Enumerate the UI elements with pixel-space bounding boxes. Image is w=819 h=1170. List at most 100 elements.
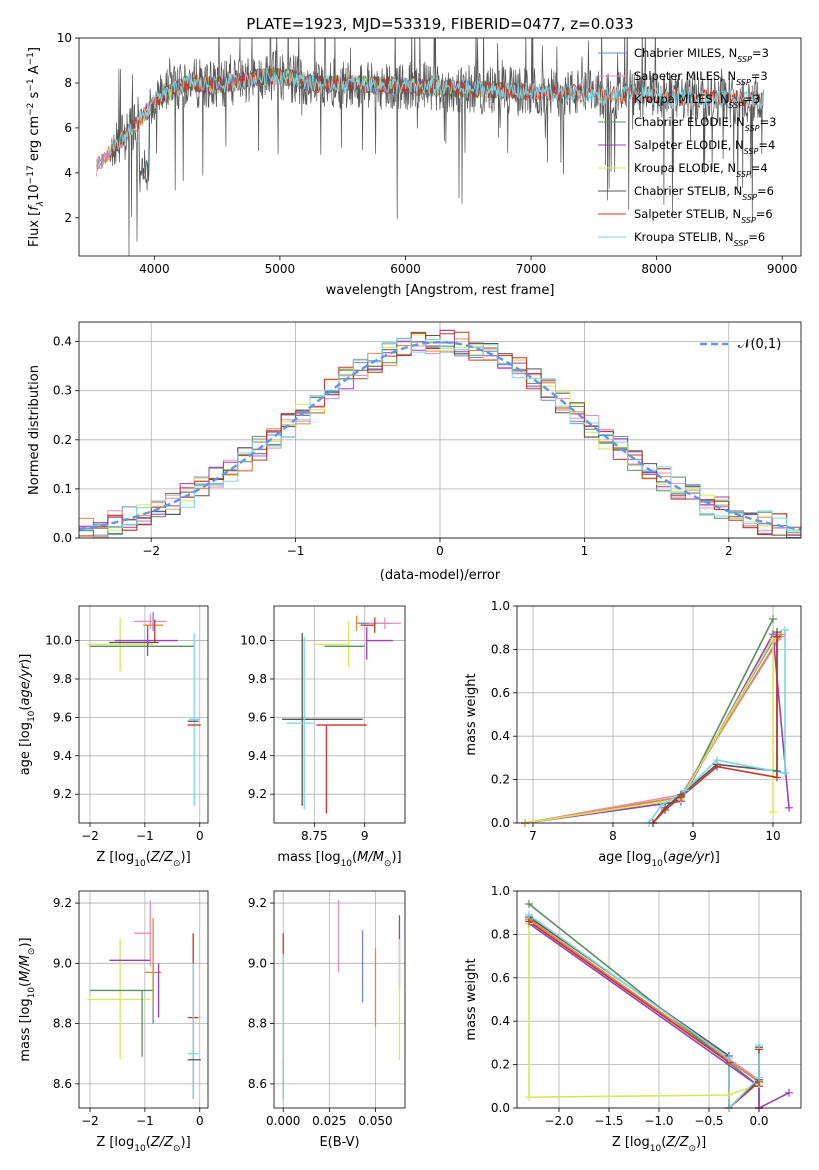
x-tick-label: 0 — [196, 829, 204, 843]
plus-marker — [781, 625, 789, 634]
x-tick-label: 0 — [196, 1114, 204, 1128]
chart-title: PLATE=1923, MJD=53319, FIBERID=0477, z=0… — [246, 15, 633, 33]
x-tick-label: 9 — [361, 829, 369, 843]
x-tick-label: 6000 — [390, 262, 421, 276]
x-tick-label: 9 — [689, 829, 697, 843]
x-tick-label: −0.5 — [694, 1114, 723, 1128]
y-tick-label: 9.2 — [53, 787, 72, 801]
axes-frame — [78, 321, 802, 539]
y-tick-label: 0.3 — [53, 384, 72, 398]
weight-line — [648, 629, 786, 823]
legend-label: Chabrier ELODIE, NSSP=3 — [634, 115, 776, 133]
y-tick-label: 9.4 — [248, 749, 267, 763]
histogram-step — [79, 338, 801, 531]
x-tick-label: 7 — [529, 829, 537, 843]
y-tick-label: 0.2 — [491, 1058, 510, 1072]
plus-marker — [681, 786, 689, 795]
y-tick-label: 9.2 — [248, 787, 267, 801]
x-tick-label: 0.0 — [749, 1114, 768, 1128]
plus-marker — [781, 769, 789, 778]
plus-marker — [725, 1054, 733, 1063]
y-tick-label: 1.0 — [491, 599, 510, 613]
axes-frame — [78, 890, 209, 1109]
plus-marker — [525, 900, 533, 909]
plus-marker — [773, 773, 781, 782]
plot-area-age_vs_mass — [282, 615, 401, 814]
y-tick-label: 0.4 — [53, 335, 72, 349]
y-tick-label: 9.8 — [53, 672, 72, 686]
plus-marker — [785, 1088, 793, 1097]
axes-age_vs_mass: 8.75 9 9.2 9.4 9.6 9.8 10.0 mass [log10(M/M⊙)] — [240, 605, 406, 869]
axes-frame — [273, 605, 406, 824]
y-axis-label: mass weight — [464, 958, 479, 1040]
y-axis-label: mass weight — [464, 673, 479, 755]
legend-label: Chabrier STELIB, NSSP=6 — [634, 184, 774, 202]
y-tick-label: 0.8 — [491, 927, 510, 941]
legend-label: Kroupa MILES, NSSP=3 — [634, 92, 760, 110]
y-axis-label: Flux [fλ10−17 erg cm−2 s−1 A−1] — [26, 47, 46, 247]
weight-line — [524, 635, 774, 823]
axes-frame — [78, 605, 209, 824]
y-axis-label: Normed distribution — [27, 365, 42, 495]
normal-reference-curve — [79, 340, 801, 531]
y-axis-label: mass [log10(M/M⊙)] — [18, 937, 37, 1061]
axes-frame — [273, 890, 406, 1109]
plus-marker — [777, 630, 785, 639]
y-tick-label: 10.0 — [240, 634, 267, 648]
y-tick-label: 8 — [64, 76, 72, 90]
x-tick-label: 8000 — [641, 262, 672, 276]
x-axis-label: (data-model)/error — [380, 568, 501, 583]
plus-marker — [755, 1041, 763, 1050]
x-tick-label: −1 — [136, 829, 154, 843]
axes-mass_vs_Z: −2 −1 0 8.6 8.8 9.0 9.2 Z [log10(Z/Z⊙)] mass [lo… — [18, 890, 209, 1154]
x-tick-label: 5000 — [265, 262, 296, 276]
y-tick-label: 0.6 — [491, 686, 510, 700]
plot-area-age_vs_Z — [87, 611, 201, 806]
y-tick-label: 8.6 — [53, 1077, 72, 1091]
plus-marker — [525, 1093, 533, 1102]
x-tick-label: 0.025 — [312, 1114, 346, 1128]
plot-area-mass_vs_EBV — [282, 900, 401, 1099]
plus-marker — [755, 1073, 763, 1082]
x-tick-label: 7000 — [516, 262, 547, 276]
x-tick-label: 10 — [765, 829, 780, 843]
y-tick-label: 8.8 — [53, 1017, 72, 1031]
y-tick-label: 0.4 — [491, 1014, 510, 1028]
y-tick-label: 9.6 — [248, 710, 267, 724]
axes-mass_vs_EBV: 0.000 0.025 0.050 8.6 8.8 9.0 9.2 E(B-V) — [248, 890, 406, 1150]
y-tick-label: 0.8 — [491, 642, 510, 656]
x-tick-label: 9000 — [767, 262, 798, 276]
y-tick-label: 9.0 — [248, 956, 267, 970]
x-axis-label: E(B-V) — [319, 1135, 359, 1150]
axes-spectrum: 4000 5000 6000 7000 8000 9000 2 4 6 8 10 wavelength… — [26, 31, 802, 298]
x-axis-label: Z [log10(Z/Z⊙)] — [96, 1135, 190, 1154]
y-tick-label: 8.6 — [248, 1077, 267, 1091]
y-tick-label: 0.2 — [53, 433, 72, 447]
weight-line — [524, 633, 778, 823]
plus-marker — [525, 910, 533, 919]
weight-line — [528, 923, 760, 1099]
plus-marker — [773, 632, 781, 641]
plus-marker — [725, 1090, 733, 1099]
weight-line — [652, 636, 778, 823]
x-tick-label: −1.0 — [644, 1114, 673, 1128]
x-tick-label: 2 — [725, 544, 733, 558]
x-axis-label: mass [log10(M/M⊙)] — [277, 850, 401, 869]
plus-marker — [661, 805, 669, 814]
y-tick-label: 10 — [57, 31, 72, 45]
legend-label: Kroupa STELIB, NSSP=6 — [634, 230, 765, 248]
y-tick-label: 9.8 — [248, 672, 267, 686]
x-axis-label: Z [log10(Z/Z⊙)] — [96, 850, 190, 869]
y-tick-label: 0.0 — [491, 816, 510, 830]
x-tick-label: −2.0 — [544, 1114, 573, 1128]
x-tick-label: 0.000 — [266, 1114, 300, 1128]
x-axis-label: wavelength [Angstrom, rest frame] — [326, 283, 555, 298]
x-tick-label: −2 — [142, 544, 160, 558]
axes-frame — [516, 605, 802, 824]
legend-label: Kroupa ELODIE, NSSP=4 — [634, 161, 768, 179]
plus-marker — [657, 801, 665, 810]
x-tick-label: −1 — [136, 1114, 154, 1128]
legend: Chabrier MILES, NSSP=3 Salpeter MILES, NS… — [598, 46, 776, 248]
x-tick-label: −2 — [81, 829, 99, 843]
